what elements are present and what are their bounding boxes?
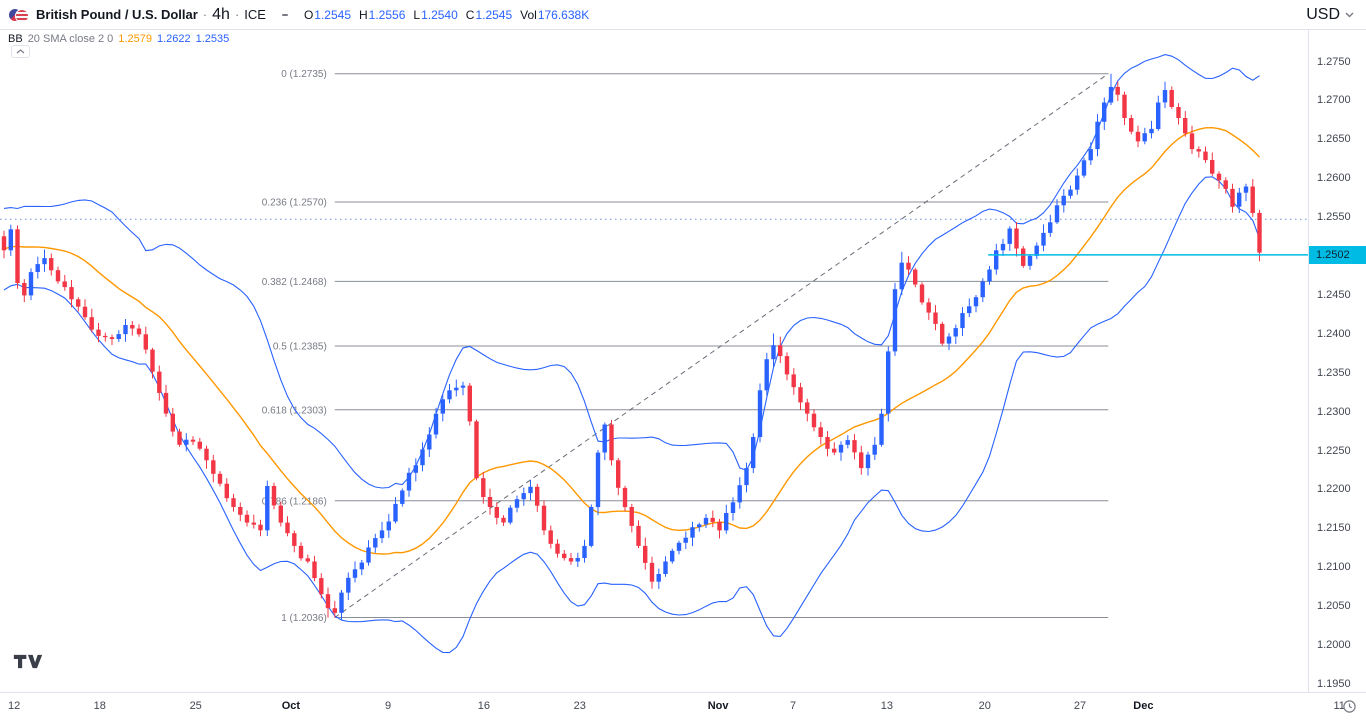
low-value: 1.2540 xyxy=(421,7,458,22)
price-tick-label: 1.2400 xyxy=(1317,327,1351,340)
candlestick-series xyxy=(1,73,1262,621)
price-tick-label: 1.2050 xyxy=(1317,600,1351,613)
open-value: 1.2545 xyxy=(314,7,351,22)
time-tick-label: 20 xyxy=(978,700,991,712)
time-tick-label: 27 xyxy=(1073,700,1087,712)
fib-level-label: 0.618 (1.2303) xyxy=(262,405,327,416)
price-tick-label: 1.2700 xyxy=(1317,94,1351,107)
separator-dot: · xyxy=(202,7,208,22)
symbol-more-button[interactable] xyxy=(278,8,292,22)
indicator-legend[interactable]: BB 20 SMA close 2 0 1.2579 1.2622 1.2535 xyxy=(8,33,229,45)
price-tick-label: 1.2750 xyxy=(1317,55,1351,68)
symbol-pair-icon xyxy=(8,7,29,23)
price-tick-label: 1.2350 xyxy=(1317,366,1351,379)
price-tick-label: 1.2300 xyxy=(1317,405,1351,418)
price-tick-label: 1.2100 xyxy=(1317,561,1351,574)
price-tick-label: 1.2200 xyxy=(1317,483,1351,496)
tradingview-logo-icon xyxy=(13,654,43,669)
exchange-label: ICE xyxy=(244,7,266,22)
separator-dot: · xyxy=(234,7,240,22)
time-tick-label: 16 xyxy=(477,700,491,712)
price-tick-label: 1.1950 xyxy=(1317,677,1351,690)
close-value: 1.2545 xyxy=(475,7,513,22)
symbol-title-button[interactable]: British Pound / U.S. Dollar xyxy=(36,6,198,24)
currency-label: USD xyxy=(1306,5,1340,23)
minus-icon xyxy=(281,13,288,16)
low-label: L xyxy=(413,7,421,22)
indicator-name: BB xyxy=(8,33,23,45)
price-tick-label: 1.2000 xyxy=(1317,639,1351,651)
interval-button[interactable]: 4h xyxy=(212,5,230,23)
trend-line[interactable] xyxy=(334,73,1109,618)
bb-value-2: 1.2535 xyxy=(195,33,230,45)
fib-level-label: 0.786 (1.2186) xyxy=(262,496,327,507)
chevron-down-icon xyxy=(1345,12,1354,17)
fib-level-label: 1 (1.2036) xyxy=(281,613,327,624)
ohlc-values: O 1.2545 H 1.2556 L 1.2540 C 1.2545 Vol 176.6… xyxy=(304,8,589,22)
time-tick-label: Nov xyxy=(707,700,729,712)
fib-level-label: 0.236 (1.2570) xyxy=(262,198,327,209)
time-tick-label: Oct xyxy=(281,700,301,712)
high-label: H xyxy=(359,7,368,22)
time-tick-label: 25 xyxy=(189,700,202,712)
bb-value-0: 1.2579 xyxy=(118,33,152,45)
symbol-title: British Pound / U.S. Dollar xyxy=(36,6,198,22)
time-axis[interactable]: 12 18 25 Oct 9 16 23 Nov 7 13 20 27 Dec 11 xyxy=(0,692,1366,720)
fib-level-label: 0.5 (1.2385) xyxy=(273,342,327,353)
bb-value-1: 1.2622 xyxy=(156,33,191,45)
chevron-up-icon xyxy=(16,49,25,54)
fib-level-label: 0.382 (1.2468) xyxy=(262,277,327,288)
price-tick-label: 1.2550 xyxy=(1317,211,1351,224)
fib-level-label: 0 (1.2735) xyxy=(281,69,327,80)
volume-label: Vol xyxy=(520,7,537,22)
time-tick-label: 9 xyxy=(385,700,392,712)
price-axis[interactable]: 1.2750 1.2700 1.2650 1.2600 1.2550 1.2450 1.24… xyxy=(1308,30,1366,692)
tradingview-logo[interactable] xyxy=(13,653,43,675)
time-tick-label: 18 xyxy=(93,700,106,712)
bollinger-upper-band xyxy=(3,54,1260,489)
bollinger-lower-band xyxy=(3,176,1261,654)
time-tick-label: 11 xyxy=(1333,700,1345,712)
currency-dropdown[interactable]: USD xyxy=(1306,6,1354,24)
time-tick-label: 12 xyxy=(7,700,21,712)
time-tick-label: 7 xyxy=(790,700,797,712)
close-label: C xyxy=(465,7,475,22)
time-tick-label: 13 xyxy=(880,700,894,712)
time-tick-label: 23 xyxy=(573,700,586,712)
chart-header: British Pound / U.S. Dollar · 4h · ICE O… xyxy=(0,0,1366,30)
price-tick-label: 1.2600 xyxy=(1317,172,1351,185)
high-value: 1.2556 xyxy=(368,7,406,22)
price-tick-label: 1.2250 xyxy=(1317,444,1351,457)
price-tick-label: 1.2450 xyxy=(1317,288,1351,301)
price-tick-label: 1.2150 xyxy=(1317,522,1351,535)
realtime-clock-icon[interactable] xyxy=(1342,699,1357,719)
price-tick-label: 1.2650 xyxy=(1317,133,1351,146)
indicator-params: 20 SMA close 2 0 xyxy=(27,33,114,45)
legend-collapse-button[interactable] xyxy=(11,45,30,58)
time-tick-label: Dec xyxy=(1133,700,1154,712)
price-ray-label[interactable]: 1.2502 xyxy=(1309,245,1366,264)
open-label: O xyxy=(303,7,314,22)
volume-value: 176.638K xyxy=(537,7,590,22)
